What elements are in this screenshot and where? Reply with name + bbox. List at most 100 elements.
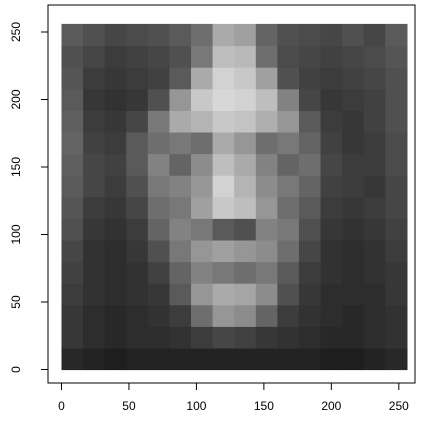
image-cell — [277, 131, 300, 155]
image-cell — [61, 23, 84, 47]
image-cell — [147, 175, 171, 198]
image-cell — [234, 326, 257, 349]
image-cell — [255, 88, 278, 111]
image-cell — [61, 283, 84, 306]
image-cell — [298, 196, 322, 219]
image-cell — [320, 304, 343, 327]
image-cell — [61, 218, 84, 241]
image-cell — [363, 218, 386, 241]
image-cell — [212, 347, 235, 371]
image-cell — [255, 347, 278, 371]
image-cell — [83, 239, 106, 263]
image-cell — [169, 304, 192, 327]
image-cell — [298, 218, 322, 241]
image-cell — [342, 218, 365, 241]
image-cell — [104, 45, 127, 68]
image-cell — [169, 45, 192, 68]
image-cell — [169, 88, 192, 111]
image-cell — [169, 67, 192, 90]
image-cell — [320, 175, 343, 198]
image-cell — [61, 153, 84, 176]
image-cell — [191, 131, 214, 155]
image-cell — [363, 239, 386, 263]
image-cell — [83, 326, 106, 349]
image-cell — [126, 326, 149, 349]
image-cell — [385, 304, 408, 327]
image-cell — [342, 110, 365, 133]
image-cell — [212, 88, 235, 111]
y-tick-label: 150 — [9, 157, 23, 177]
x-tick-label: 0 — [58, 399, 65, 413]
image-cell — [61, 131, 84, 155]
image-cell — [234, 23, 257, 47]
image-cell — [147, 131, 171, 155]
image-cell — [363, 326, 386, 349]
image-cell — [298, 45, 322, 68]
image-cell — [61, 67, 84, 90]
image-cell — [320, 218, 343, 241]
y-tick-label: 200 — [9, 89, 23, 109]
image-cell — [385, 196, 408, 219]
image-cell — [320, 153, 343, 176]
image-cell — [147, 153, 171, 176]
image-cell — [277, 88, 300, 111]
image-cell — [169, 326, 192, 349]
image-cell — [277, 218, 300, 241]
image-cell — [234, 153, 257, 176]
image-cell — [83, 153, 106, 176]
image-cell — [363, 110, 386, 133]
image-cell — [298, 239, 322, 263]
image-cell — [363, 347, 386, 371]
image-cell — [147, 67, 171, 90]
image-cell — [191, 261, 214, 284]
y-tick-label: 100 — [9, 224, 23, 244]
image-cell — [147, 347, 171, 371]
image-cell — [363, 283, 386, 306]
image-cell — [277, 23, 300, 47]
image-cell — [104, 218, 127, 241]
image-cell — [277, 45, 300, 68]
image-cell — [169, 175, 192, 198]
image-cell — [169, 261, 192, 284]
image-cell — [234, 347, 257, 371]
image-cell — [126, 304, 149, 327]
image-cell — [83, 45, 106, 68]
image-cell — [342, 131, 365, 155]
image-cell — [342, 239, 365, 263]
image-cell — [169, 23, 192, 47]
image-cell — [191, 153, 214, 176]
image-cell — [342, 304, 365, 327]
image-cell — [191, 347, 214, 371]
image-cell — [255, 196, 278, 219]
image-cell — [191, 45, 214, 68]
image-cell — [255, 45, 278, 68]
image-cell — [83, 110, 106, 133]
image-cell — [83, 88, 106, 111]
image-cell — [104, 153, 127, 176]
image-cell — [363, 175, 386, 198]
image-cell — [169, 218, 192, 241]
image-cell — [234, 261, 257, 284]
image-cell — [298, 283, 322, 306]
image-cell — [298, 304, 322, 327]
image-cell — [126, 196, 149, 219]
image-cell — [191, 304, 214, 327]
image-cell — [277, 347, 300, 371]
image-cell — [147, 88, 171, 111]
image-cell — [342, 45, 365, 68]
x-tick-label: 50 — [122, 399, 136, 413]
image-cell — [212, 131, 235, 155]
image-cell — [277, 283, 300, 306]
image-cell — [169, 239, 192, 263]
image-cell — [169, 153, 192, 176]
image-cell — [255, 110, 278, 133]
image-cell — [212, 153, 235, 176]
image-cell — [234, 239, 257, 263]
image-cell — [234, 110, 257, 133]
image-cell — [61, 110, 84, 133]
image-cell — [234, 45, 257, 68]
image-cell — [320, 67, 343, 90]
image-cell — [298, 67, 322, 90]
x-tick-label: 100 — [186, 399, 206, 413]
image-cell — [212, 45, 235, 68]
